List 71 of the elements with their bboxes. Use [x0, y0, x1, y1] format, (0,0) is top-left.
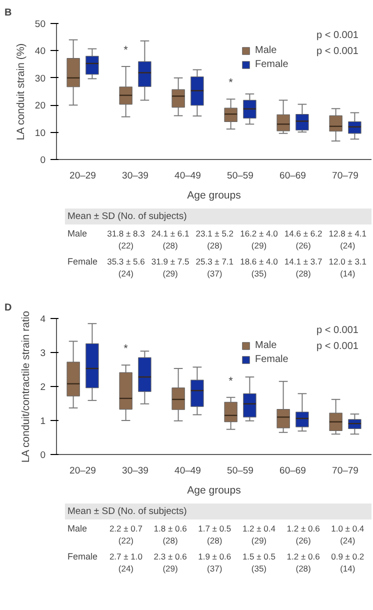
text: Male [67, 228, 87, 238]
x-axis-title: Age groups [187, 190, 241, 202]
y-tick-label: 1 [40, 416, 46, 427]
text: 23.1 ± 5.2 (28) [196, 228, 234, 250]
text: 16.2 ± 4.0 (29) [240, 228, 278, 250]
legend-label: Male [255, 44, 277, 57]
text: 1.2 ± 0.6 (28) [286, 552, 320, 574]
text: Mean ± SD (No. of subjects) [67, 506, 187, 517]
y-tick-label: 3 [40, 348, 46, 359]
text: 1.2 ± 0.4 (29) [242, 524, 276, 546]
y-tick-label: 40 [34, 46, 46, 58]
text: 24.1 ± 6.1 (28) [151, 228, 190, 250]
x-tick-label: 40–49 [174, 466, 201, 476]
y-axis-title: LA conduit strain (%) [14, 43, 27, 140]
x-tick-label: 50–59 [227, 170, 254, 182]
text: 1.8 ± 0.6 (28) [154, 524, 188, 546]
text: Mean ± SD (No. of subjects) [67, 211, 187, 222]
text: 12.8 ± 4.1 (24) [328, 228, 367, 250]
y-tick-label: 4 [40, 314, 46, 325]
y-tick-label: 50 [34, 19, 46, 30]
text: 1.9 ± 0.6 (37) [198, 552, 232, 574]
text: Female [67, 256, 98, 266]
y-tick-label: 30 [34, 73, 46, 84]
y-tick-label: 0 [40, 450, 46, 461]
annotation: p < 0.001 [316, 30, 359, 41]
y-axis-title: LA conduit/contractile strain ratio [20, 310, 32, 463]
x-tick-label: 20–29 [70, 170, 96, 182]
text: 14.6 ± 6.2 (26) [284, 228, 322, 250]
text: 0.9 ± 0.2 (14) [331, 552, 364, 574]
text: 1.5 ± 0.5 (35) [242, 552, 276, 574]
text: 1.7 ± 0.5 (28) [198, 524, 232, 546]
text: 25.3 ± 7.1 (37) [196, 256, 234, 278]
chart-title: D [4, 302, 12, 314]
text: 2.3 ± 0.6 (29) [154, 552, 188, 574]
text: Male [67, 524, 87, 534]
legend-label: Female [255, 352, 288, 366]
x-tick-label: 50–59 [227, 466, 254, 476]
annotation: p < 0.001 [316, 46, 359, 57]
y-tick-label: 0 [40, 155, 46, 166]
text: 12.0 ± 3.1 (14) [328, 256, 367, 278]
x-tick-label: 60–69 [280, 466, 306, 476]
x-tick-label: 30–39 [122, 170, 148, 182]
annotation: * [124, 44, 129, 56]
y-tick-label: 20 [34, 100, 46, 112]
text: 31.8 ± 8.3 (22) [107, 228, 146, 250]
x-tick-label: 70–79 [332, 466, 358, 476]
text: 35.3 ± 5.6 (24) [107, 256, 146, 278]
annotation: * [228, 77, 234, 90]
x-tick-label: 20–29 [70, 466, 96, 476]
annotation: p < 0.001 [316, 325, 359, 336]
text: 14.1 ± 3.7 (28) [284, 256, 322, 278]
annotation: * [228, 375, 234, 388]
x-tick-label: 30–39 [122, 466, 148, 476]
x-tick-label: 40–49 [174, 170, 201, 182]
text: 1.0 ± 0.4 (24) [331, 524, 364, 546]
x-axis-title: Age groups [187, 484, 241, 496]
legend-label: Male [255, 338, 277, 352]
y-tick-label: 2 [40, 382, 46, 393]
text: 2.2 ± 0.7 (22) [109, 524, 143, 546]
annotation: * [124, 343, 129, 356]
text: 2.7 ± 1.0 (24) [109, 552, 143, 574]
text: 18.6 ± 4.0 (35) [240, 256, 278, 278]
x-tick-label: 70–79 [332, 170, 358, 182]
chart-title: B [4, 8, 12, 18]
text: Female [67, 552, 98, 562]
y-tick-label: 10 [34, 128, 46, 139]
x-tick-label: 60–69 [280, 170, 306, 182]
annotation: p < 0.001 [316, 341, 359, 352]
text: 1.2 ± 0.6 (26) [286, 524, 320, 546]
text: 31.9 ± 7.5 (29) [151, 256, 190, 278]
legend-label: Female [255, 58, 288, 71]
